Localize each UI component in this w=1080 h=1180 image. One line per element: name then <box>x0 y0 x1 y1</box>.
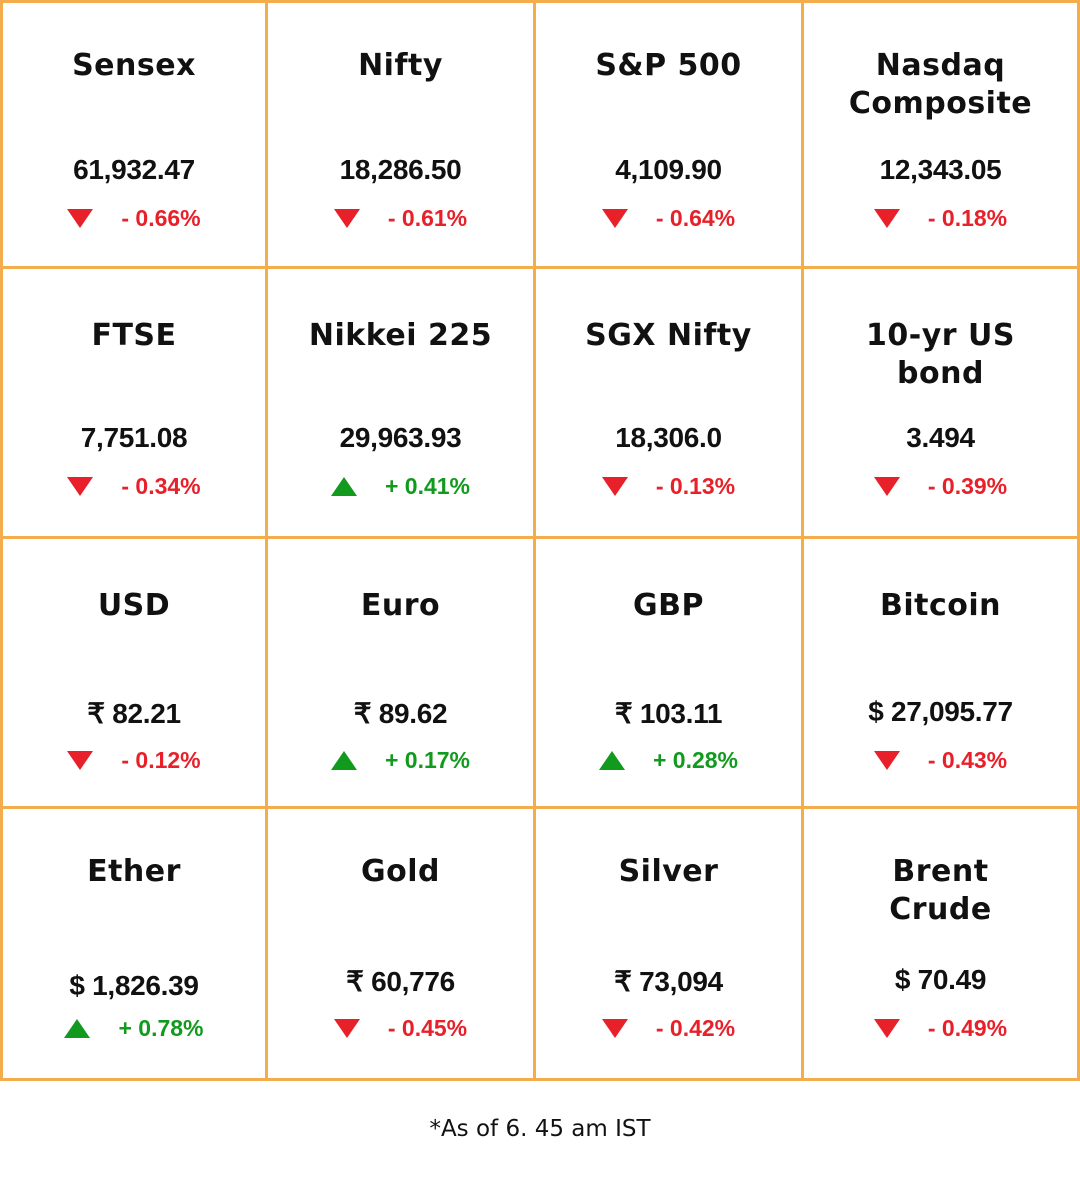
market-change: - 0.18% <box>804 203 1077 233</box>
change-percent: - 0.12% <box>121 747 201 773</box>
down-arrow-icon <box>67 750 94 770</box>
market-change: - 0.39% <box>804 471 1077 501</box>
market-cell-brent-crude: Brent Crude $ 70.49 - 0.49% <box>804 809 1077 1078</box>
market-change: - 0.34% <box>3 471 265 501</box>
market-cell-sensex: Sensex 61,932.47 - 0.66% <box>3 3 268 269</box>
market-cell-us-bond: 10-yr US bond 3.494 - 0.39% <box>804 269 1077 539</box>
down-arrow-icon <box>873 208 900 228</box>
market-change: + 0.17% <box>268 745 533 775</box>
change-percent: - 0.45% <box>387 1015 468 1041</box>
market-change: - 0.43% <box>804 745 1077 775</box>
market-value: ₹ 82.21 <box>87 698 181 729</box>
market-value: ₹ 103.11 <box>614 698 723 729</box>
change-percent: - 0.13% <box>655 473 736 499</box>
footnote: *As of 6. 45 am IST <box>429 1116 651 1142</box>
market-value: 3.494 <box>906 422 975 453</box>
market-cell-ftse: FTSE 7,751.08 - 0.34% <box>3 269 268 539</box>
change-percent: - 0.42% <box>655 1015 736 1041</box>
market-name: Bitcoin <box>879 588 1002 623</box>
change-percent: - 0.66% <box>121 205 201 231</box>
market-name: GBP <box>633 588 704 623</box>
change-percent: - 0.43% <box>927 747 1008 773</box>
market-name: FTSE <box>91 318 177 353</box>
change-percent: + 0.17% <box>384 747 471 773</box>
down-arrow-icon <box>873 1018 900 1038</box>
market-value: ₹ 89.62 <box>353 698 448 729</box>
market-name: Nifty <box>358 48 443 83</box>
market-name: Brent Crude <box>889 854 992 927</box>
market-name: Sensex <box>72 48 196 83</box>
market-cell-bitcoin: Bitcoin $ 27,095.77 - 0.43% <box>804 539 1077 809</box>
down-arrow-icon <box>601 208 628 228</box>
market-change: - 0.13% <box>536 471 801 501</box>
market-value: ₹ 60,776 <box>346 966 455 997</box>
market-cell-sgx-nifty: SGX Nifty 18,306.0 - 0.13% <box>536 269 804 539</box>
market-cell-gold: Gold ₹ 60,776 - 0.45% <box>268 809 536 1078</box>
market-cell-usd: USD ₹ 82.21 - 0.12% <box>3 539 268 809</box>
market-change: + 0.41% <box>268 471 533 501</box>
market-value: 4,109.90 <box>615 154 722 185</box>
change-percent: - 0.64% <box>655 205 736 231</box>
down-arrow-icon <box>67 208 94 228</box>
market-change: - 0.49% <box>804 1013 1077 1043</box>
market-name: Nikkei 225 <box>308 318 493 353</box>
market-name: SGX Nifty <box>585 318 752 353</box>
market-cell-nasdaq: Nasdaq Composite 12,343.05 - 0.18% <box>804 3 1077 269</box>
market-name: Ether <box>87 854 181 889</box>
market-value: 29,963.93 <box>339 422 462 453</box>
market-value: $ 70.49 <box>894 964 987 995</box>
market-value: $ 27,095.77 <box>868 696 1013 727</box>
market-name: USD <box>97 588 171 623</box>
market-change: - 0.64% <box>536 203 801 233</box>
market-change: - 0.12% <box>3 745 265 775</box>
down-arrow-icon <box>333 1018 360 1038</box>
market-value: 7,751.08 <box>80 422 188 453</box>
market-change: - 0.61% <box>268 203 533 233</box>
market-cell-gbp: GBP ₹ 103.11 + 0.28% <box>536 539 804 809</box>
market-cell-silver: Silver ₹ 73,094 - 0.42% <box>536 809 804 1078</box>
market-value: 12,343.05 <box>879 154 1002 185</box>
down-arrow-icon <box>873 750 900 770</box>
market-value: 61,932.47 <box>73 154 195 185</box>
market-change: + 0.78% <box>3 1013 265 1043</box>
market-change: - 0.66% <box>3 203 265 233</box>
change-percent: - 0.34% <box>121 473 201 499</box>
market-cell-euro: Euro ₹ 89.62 + 0.17% <box>268 539 536 809</box>
market-value: $ 1,826.39 <box>69 970 199 1001</box>
market-value: ₹ 73,094 <box>614 966 723 997</box>
market-name: 10-yr US bond <box>866 318 1015 391</box>
up-arrow-icon <box>330 750 357 770</box>
market-name: Silver <box>618 854 719 889</box>
up-arrow-icon <box>64 1018 91 1038</box>
down-arrow-icon <box>601 1018 628 1038</box>
market-cell-nifty: Nifty 18,286.50 - 0.61% <box>268 3 536 269</box>
market-grid: Sensex 61,932.47 - 0.66% Nifty 18,286.50… <box>0 0 1080 1081</box>
down-arrow-icon <box>67 476 94 496</box>
market-change: + 0.28% <box>536 745 801 775</box>
change-percent: - 0.49% <box>927 1015 1008 1041</box>
change-percent: - 0.39% <box>927 473 1008 499</box>
market-value: 18,306.0 <box>615 422 722 453</box>
market-name: S&P 500 <box>595 48 742 83</box>
down-arrow-icon <box>873 476 900 496</box>
market-cell-nikkei: Nikkei 225 29,963.93 + 0.41% <box>268 269 536 539</box>
up-arrow-icon <box>598 750 625 770</box>
change-percent: - 0.18% <box>927 205 1008 231</box>
market-cell-sp500: S&P 500 4,109.90 - 0.64% <box>536 3 804 269</box>
change-percent: - 0.61% <box>387 205 468 231</box>
market-value: 18,286.50 <box>339 154 462 185</box>
down-arrow-icon <box>601 476 628 496</box>
market-cell-ether: Ether $ 1,826.39 + 0.78% <box>3 809 268 1078</box>
market-name: Gold <box>361 854 440 889</box>
down-arrow-icon <box>333 208 360 228</box>
change-percent: + 0.41% <box>384 473 471 499</box>
market-name: Nasdaq Composite <box>848 48 1033 121</box>
market-change: - 0.42% <box>536 1013 801 1043</box>
up-arrow-icon <box>330 476 357 496</box>
market-name: Euro <box>360 588 441 623</box>
market-change: - 0.45% <box>268 1013 533 1043</box>
change-percent: + 0.78% <box>118 1015 204 1041</box>
change-percent: + 0.28% <box>652 747 739 773</box>
